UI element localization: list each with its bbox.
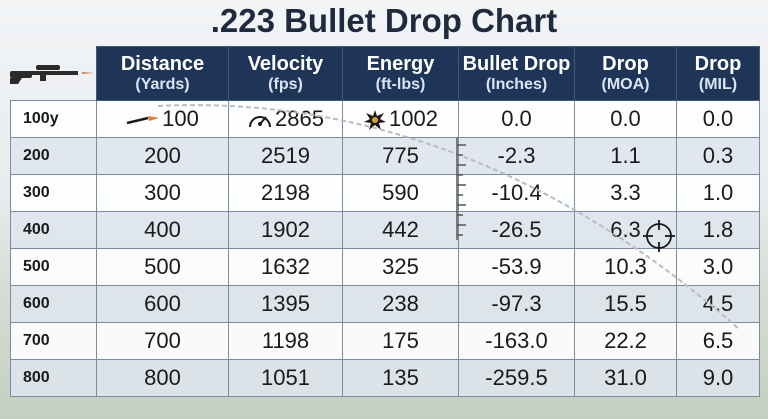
drop-moa-cell: 1.1 — [574, 137, 677, 175]
bullet-icon — [126, 116, 160, 125]
velocity-cell: 2519 — [228, 137, 343, 175]
bullet-drop-cell: -97.3 — [458, 285, 575, 323]
col-drop-mil-header: Drop (MIL) — [676, 46, 760, 101]
speedometer-icon — [249, 116, 272, 128]
col-velocity-header: Velocity (fps) — [228, 46, 343, 101]
row-label: 500 — [10, 248, 97, 286]
table-row: 100y 100 2865 1002 0.0 0.0 0.0 — [10, 100, 760, 138]
row-label: 400 — [10, 211, 97, 249]
energy-value: 1002 — [389, 106, 438, 131]
col-name: Drop — [602, 53, 649, 75]
row-label: 600 — [10, 285, 97, 323]
energy-cell: 325 — [342, 248, 459, 286]
distance-cell: 700 — [96, 322, 229, 360]
col-unit: (Inches) — [485, 76, 548, 93]
distance-cell: 500 — [96, 248, 229, 286]
table-row: 200 200 2519 775 -2.3 1.1 0.3 — [10, 137, 760, 175]
energy-cell: 1002 — [342, 100, 459, 138]
drop-mil-cell: 6.5 — [676, 322, 760, 360]
col-name: Distance — [120, 53, 205, 75]
row-label: 800 — [10, 359, 97, 397]
energy-cell: 135 — [342, 359, 459, 397]
drop-moa-cell: 22.2 — [574, 322, 677, 360]
table-row: 300 300 2198 590 -10.4 3.3 1.0 — [10, 174, 760, 212]
row-label: 300 — [10, 174, 97, 212]
distance-cell: 400 — [96, 211, 229, 249]
col-unit: (Yards) — [135, 76, 190, 93]
velocity-cell: 1051 — [228, 359, 343, 397]
velocity-cell: 1632 — [228, 248, 343, 286]
bullet-drop-cell: -2.3 — [458, 137, 575, 175]
col-unit: (ft-lbs) — [375, 76, 426, 93]
rifle-icon — [10, 65, 94, 84]
bullet-drop-cell: -163.0 — [458, 322, 575, 360]
drop-moa-cell: 0.0 — [574, 100, 677, 138]
col-energy-header: Energy (ft-lbs) — [342, 46, 459, 101]
energy-cell: 590 — [342, 174, 459, 212]
energy-cell: 442 — [342, 211, 459, 249]
velocity-value: 2865 — [275, 106, 324, 131]
velocity-cell: 1902 — [228, 211, 343, 249]
drop-moa-cell: 10.3 — [574, 248, 677, 286]
bullet-drop-cell: -259.5 — [458, 359, 575, 397]
drop-moa-cell: 15.5 — [574, 285, 677, 323]
bullet-drop-cell: -26.5 — [458, 211, 575, 249]
drop-mil-cell: 1.0 — [676, 174, 760, 212]
distance-cell: 100 — [96, 100, 229, 138]
velocity-cell: 1198 — [228, 322, 343, 360]
distance-cell: 800 — [96, 359, 229, 397]
ballistics-table: Distance (Yards) Velocity (fps) Energy (ft-… — [10, 46, 760, 397]
col-name: Velocity — [247, 53, 324, 75]
velocity-cell: 2198 — [228, 174, 343, 212]
table-row: 600 600 1395 238 -97.3 15.5 4.5 — [10, 285, 760, 323]
bullet-drop-cell: -53.9 — [458, 248, 575, 286]
energy-cell: 175 — [342, 322, 459, 360]
col-unit: (fps) — [268, 76, 303, 93]
impact-icon — [364, 110, 387, 131]
corner-cell — [11, 47, 97, 101]
table-row: 500 500 1632 325 -53.9 10.3 3.0 — [10, 248, 760, 286]
distance-value: 100 — [162, 106, 199, 131]
distance-cell: 200 — [96, 137, 229, 175]
drop-moa-cell: 31.0 — [574, 359, 677, 397]
col-unit: (MOA) — [601, 76, 650, 93]
distance-cell: 600 — [96, 285, 229, 323]
energy-cell: 238 — [342, 285, 459, 323]
drop-mil-cell: 0.3 — [676, 137, 760, 175]
row-label: 200 — [10, 137, 97, 175]
col-unit: (MIL) — [698, 76, 738, 93]
table-row: 800 800 1051 135 -259.5 31.0 9.0 — [10, 359, 760, 397]
row-label: 700 — [10, 322, 97, 360]
drop-mil-cell: 4.5 — [676, 285, 760, 323]
chart-title: .223 Bullet Drop Chart — [210, 2, 558, 39]
header-row: Distance (Yards) Velocity (fps) Energy (ft-… — [11, 46, 760, 101]
col-name: Energy — [366, 53, 435, 75]
col-bullet-drop-header: Bullet Drop (Inches) — [458, 46, 575, 101]
table-row: 400 400 1902 442 -26.5 6.3 1.8 — [10, 211, 760, 249]
col-drop-moa-header: Drop (MOA) — [574, 46, 677, 101]
table-row: 700 700 1198 175 -163.0 22.2 6.5 — [10, 322, 760, 360]
distance-cell: 300 — [96, 174, 229, 212]
col-distance-header: Distance (Yards) — [96, 46, 229, 101]
drop-moa-cell: 3.3 — [574, 174, 677, 212]
drop-mil-cell: 1.8 — [676, 211, 760, 249]
bullet-drop-cell: 0.0 — [458, 100, 575, 138]
velocity-cell: 2865 — [228, 100, 343, 138]
drop-mil-cell: 3.0 — [676, 248, 760, 286]
col-name: Bullet Drop — [462, 53, 571, 75]
drop-moa-cell: 6.3 — [574, 211, 677, 249]
energy-cell: 775 — [342, 137, 459, 175]
drop-mil-cell: 0.0 — [676, 100, 760, 138]
drop-mil-cell: 9.0 — [676, 359, 760, 397]
row-label: 100y — [10, 100, 97, 138]
col-name: Drop — [694, 53, 742, 75]
bullet-drop-cell: -10.4 — [458, 174, 575, 212]
velocity-cell: 1395 — [228, 285, 343, 323]
